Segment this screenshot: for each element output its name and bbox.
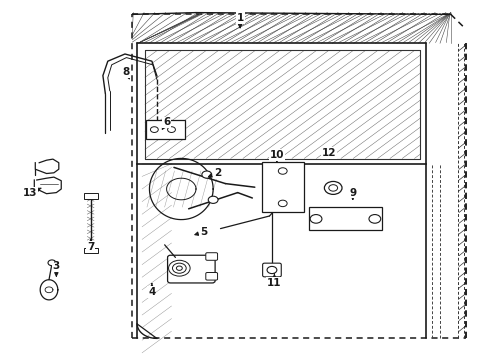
Text: 2: 2 <box>209 168 221 178</box>
Text: 4: 4 <box>148 284 156 297</box>
Circle shape <box>278 168 287 174</box>
Text: 9: 9 <box>349 188 356 199</box>
Text: 12: 12 <box>322 148 337 159</box>
Text: 7: 7 <box>87 240 95 252</box>
Circle shape <box>48 260 56 266</box>
FancyBboxPatch shape <box>168 255 215 283</box>
Text: 13: 13 <box>23 188 41 198</box>
Circle shape <box>310 215 322 223</box>
FancyBboxPatch shape <box>263 263 281 277</box>
Text: 10: 10 <box>270 150 284 162</box>
Circle shape <box>176 266 182 270</box>
FancyBboxPatch shape <box>84 248 98 253</box>
Circle shape <box>329 185 338 191</box>
Text: 5: 5 <box>195 227 207 237</box>
Circle shape <box>208 196 218 203</box>
Circle shape <box>150 127 158 132</box>
FancyBboxPatch shape <box>262 162 304 212</box>
FancyBboxPatch shape <box>309 207 382 230</box>
Text: 11: 11 <box>267 274 282 288</box>
FancyBboxPatch shape <box>206 273 218 280</box>
Circle shape <box>324 181 342 194</box>
Text: 1: 1 <box>237 13 244 28</box>
Circle shape <box>278 200 287 207</box>
Circle shape <box>369 215 381 223</box>
Text: 3: 3 <box>53 261 60 276</box>
FancyBboxPatch shape <box>146 120 185 139</box>
FancyBboxPatch shape <box>84 193 98 199</box>
Text: 8: 8 <box>123 67 130 79</box>
Circle shape <box>168 127 175 132</box>
Circle shape <box>169 260 190 276</box>
Text: 6: 6 <box>162 117 170 129</box>
Circle shape <box>172 263 186 273</box>
FancyBboxPatch shape <box>206 253 218 260</box>
Circle shape <box>267 266 277 274</box>
Circle shape <box>202 171 212 178</box>
